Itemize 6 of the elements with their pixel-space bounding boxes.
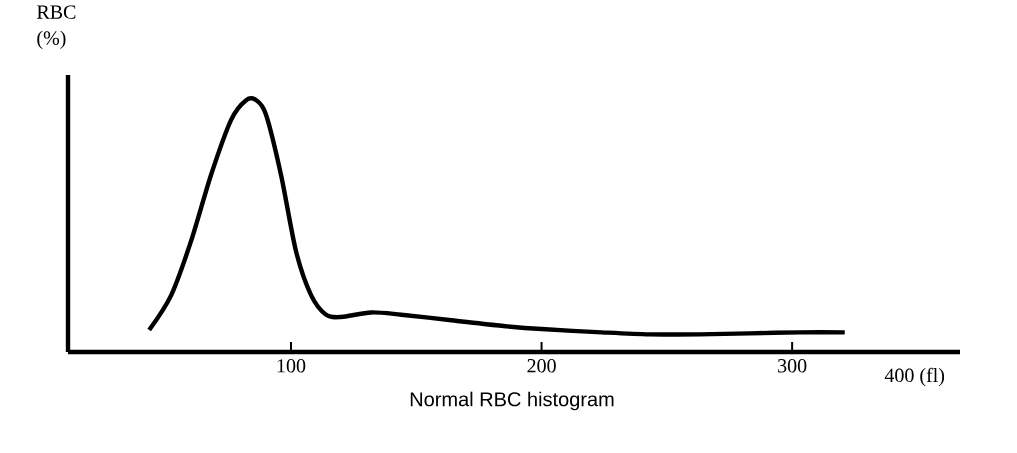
x-axis-title: 400 (fl) — [884, 367, 945, 387]
x-tick-label: 200 — [527, 359, 556, 373]
y-axis-title: RBC (%) — [36, 5, 76, 49]
x-tick-label: 300 — [778, 359, 807, 373]
x-tick-label: 100 — [277, 359, 306, 373]
text: Normal RBC histogram — [410, 391, 614, 411]
